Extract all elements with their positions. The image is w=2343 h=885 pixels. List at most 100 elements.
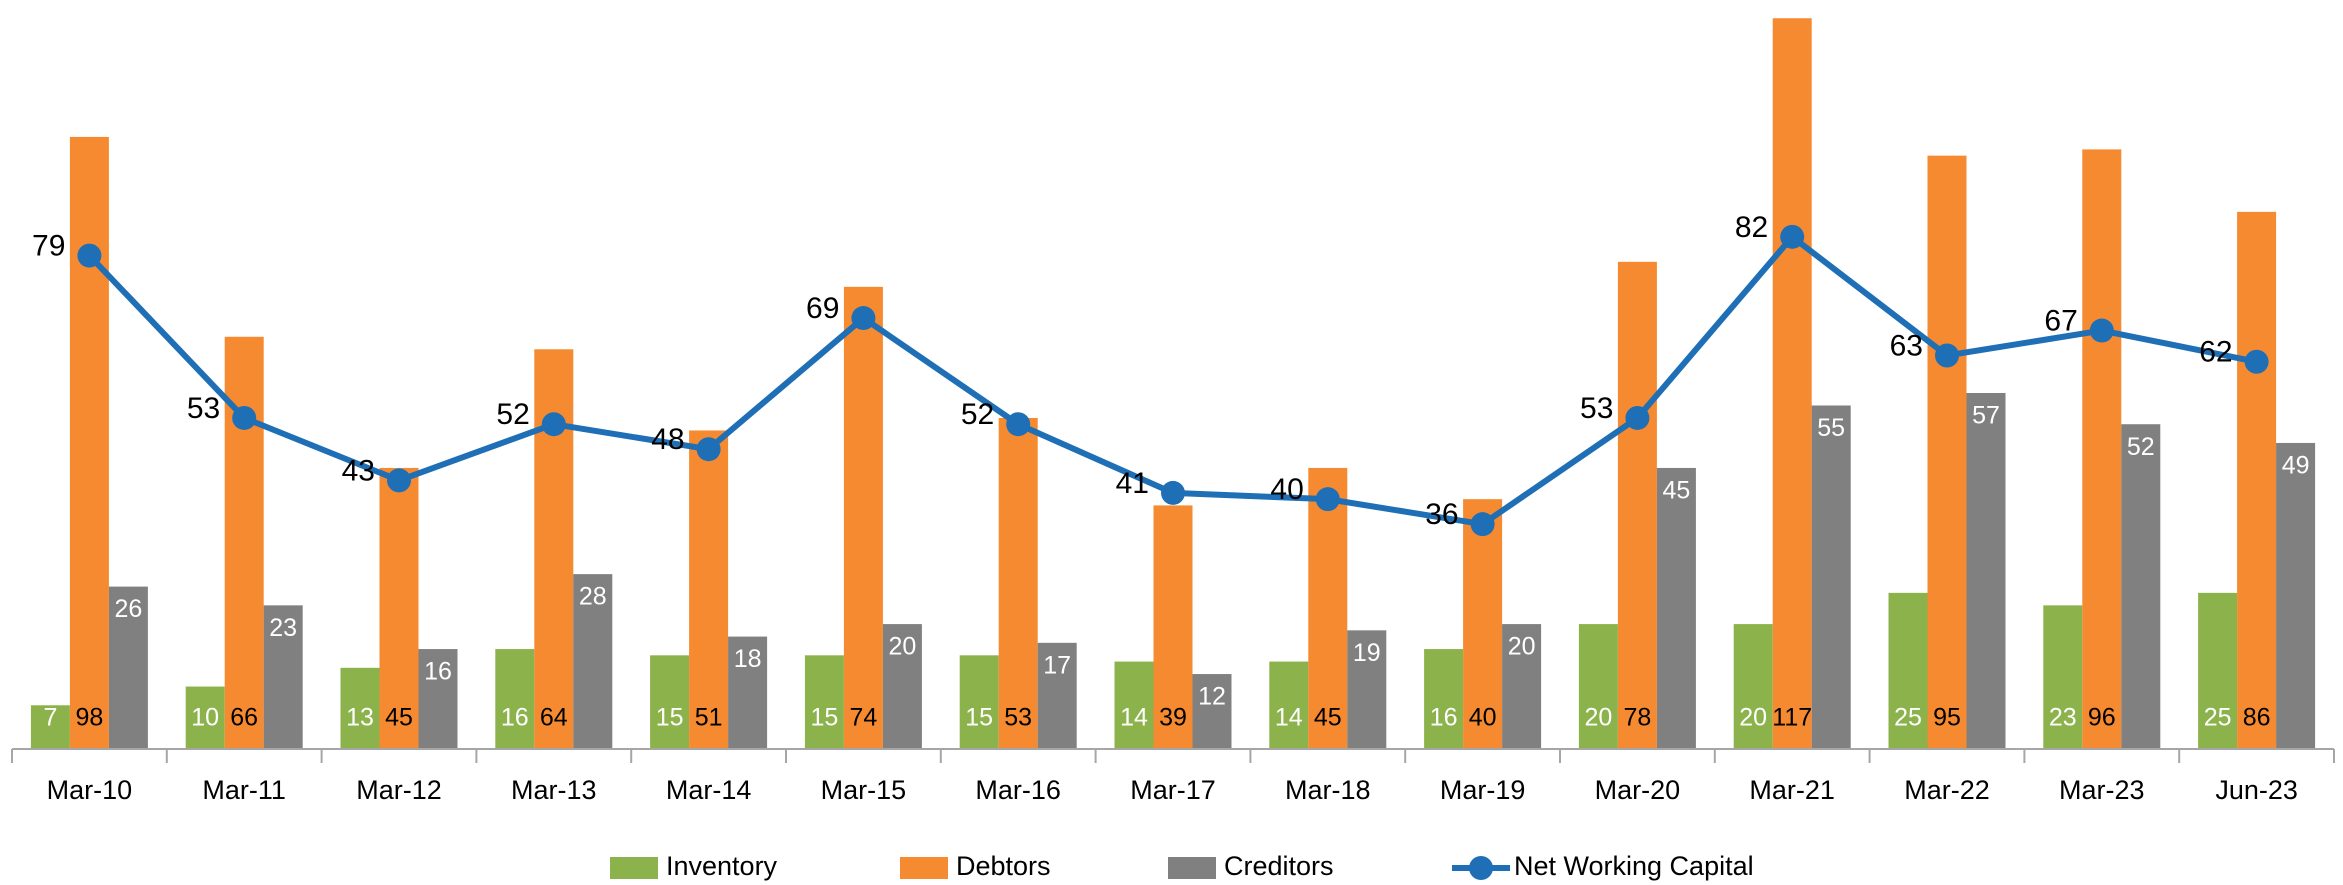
- bar-value-label: 16: [424, 658, 452, 686]
- line-marker: [696, 437, 721, 462]
- bar-value-label: 52: [2127, 433, 2155, 461]
- bar-value-label: 10: [191, 704, 219, 732]
- bar-value-label: 15: [965, 704, 993, 732]
- bar-value-label: 25: [1894, 704, 1922, 732]
- bar-value-label: 53: [1004, 704, 1032, 732]
- bar: [1617, 261, 1657, 749]
- bar-value-label: 15: [810, 704, 838, 732]
- bar-value-label: 66: [230, 704, 258, 732]
- bar: [2082, 149, 2122, 749]
- bar: [418, 649, 458, 749]
- line-value-label: 53: [187, 392, 220, 425]
- x-tick-label: Mar-23: [2059, 775, 2145, 805]
- bar-value-label: 20: [1584, 704, 1612, 732]
- x-tick-label: Mar-10: [47, 775, 133, 805]
- bar-value-label: 117: [1772, 704, 1812, 732]
- bar-value-label: 86: [2243, 704, 2271, 732]
- bar: [959, 655, 999, 749]
- bar-value-label: 13: [346, 704, 374, 732]
- bar-value-label: 51: [695, 704, 723, 732]
- line-value-label: 67: [2044, 304, 2077, 337]
- bar-value-label: 95: [1933, 704, 1961, 732]
- bar: [2043, 605, 2083, 749]
- x-tick-label: Mar-13: [511, 775, 597, 805]
- bar: [728, 636, 768, 749]
- line-marker: [1470, 512, 1495, 537]
- line-marker: [77, 243, 102, 268]
- bar-value-label: 20: [1508, 633, 1536, 661]
- bar-value-label: 14: [1275, 704, 1303, 732]
- bar-value-label: 16: [501, 704, 529, 732]
- bar: [263, 605, 303, 749]
- bar: [1927, 155, 1967, 750]
- bar: [2237, 211, 2277, 750]
- bar: [689, 430, 729, 749]
- bar-value-label: 14: [1120, 704, 1148, 732]
- bar-value-label: 15: [656, 704, 684, 732]
- bar: [1502, 624, 1542, 749]
- line-marker: [2089, 318, 2114, 343]
- bar-value-label: 25: [2204, 704, 2232, 732]
- x-tick-label: Mar-12: [356, 775, 442, 805]
- line-marker: [1780, 224, 1805, 249]
- bar: [224, 336, 264, 749]
- bar: [843, 286, 883, 749]
- bar-value-label: 23: [269, 614, 297, 642]
- bar: [998, 417, 1038, 749]
- bar: [108, 586, 148, 749]
- legend-label: Net Working Capital: [1514, 851, 1754, 881]
- bar-value-label: 7: [43, 704, 57, 732]
- x-tick-label: Mar-22: [1904, 775, 1990, 805]
- legend-label: Debtors: [956, 851, 1051, 881]
- legend-swatch: [1168, 857, 1216, 879]
- bar: [534, 349, 574, 749]
- bar: [2121, 424, 2161, 749]
- x-tick-label: Mar-16: [975, 775, 1061, 805]
- bar-value-label: 74: [849, 704, 877, 732]
- bar: [1578, 624, 1618, 749]
- bar: [804, 655, 844, 749]
- bar-value-label: 19: [1353, 639, 1381, 667]
- legend-label: Inventory: [666, 851, 778, 881]
- bar: [650, 655, 690, 749]
- bar-value-label: 16: [1430, 704, 1458, 732]
- bar-value-label: 57: [1972, 402, 2000, 430]
- bar: [1269, 661, 1309, 749]
- bar-value-label: 20: [1739, 704, 1767, 732]
- bar-value-label: 40: [1469, 704, 1497, 732]
- bar: [2276, 442, 2316, 749]
- bar-value-label: 39: [1159, 704, 1187, 732]
- line-value-label: 48: [651, 423, 684, 456]
- bar-value-label: 17: [1043, 651, 1071, 679]
- x-tick-label: Mar-11: [202, 775, 286, 805]
- x-tick-label: Mar-14: [666, 775, 752, 805]
- bar: [1463, 499, 1503, 749]
- bar-value-label: 96: [2088, 704, 2116, 732]
- bar-value-label: 49: [2282, 452, 2310, 480]
- bar: [69, 136, 109, 749]
- bar: [340, 667, 380, 749]
- bar: [495, 649, 535, 749]
- bar: [1733, 624, 1773, 749]
- bar: [573, 574, 613, 749]
- x-tick-label: Mar-20: [1595, 775, 1681, 805]
- bar: [2198, 592, 2238, 749]
- line-value-label: 62: [2199, 336, 2232, 369]
- bar: [1347, 630, 1387, 749]
- bar: [30, 705, 70, 749]
- bar: [1037, 642, 1077, 749]
- bar-value-label: 23: [2049, 704, 2077, 732]
- line-value-label: 52: [961, 398, 994, 431]
- legend-swatch: [610, 857, 658, 879]
- bar-value-label: 78: [1623, 704, 1651, 732]
- bar: [1888, 592, 1928, 749]
- bar-value-label: 20: [888, 633, 916, 661]
- bar: [1966, 392, 2006, 749]
- line-value-label: 43: [342, 454, 375, 487]
- bar: [1192, 674, 1232, 749]
- line-marker: [1935, 343, 1959, 368]
- line-marker: [541, 412, 566, 437]
- legend-swatch: [900, 857, 948, 879]
- bar: [379, 467, 419, 749]
